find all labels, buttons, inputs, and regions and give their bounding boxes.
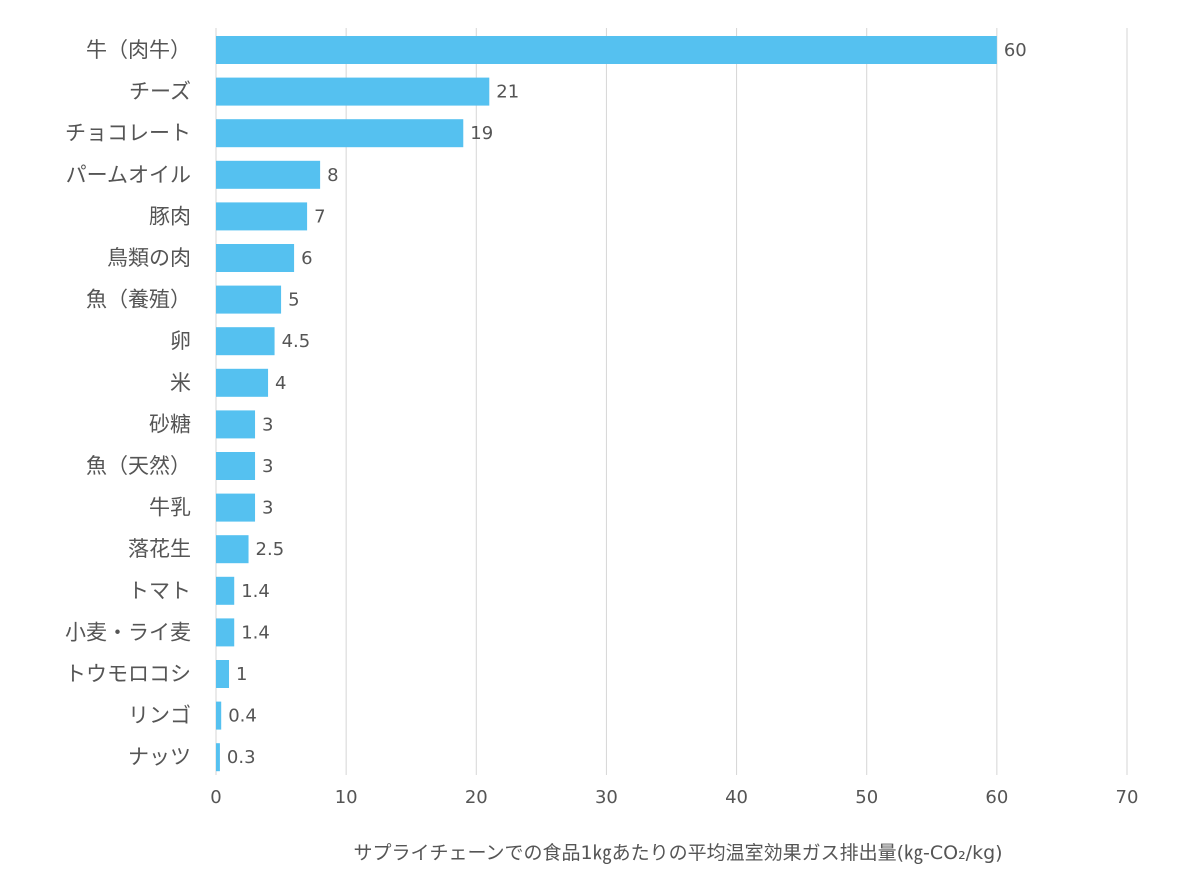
category-label: 鳥類の肉 [107,246,191,270]
x-tick-label: 50 [855,787,878,808]
bar [216,410,256,439]
category-label: 小麦・ライ麦 [65,620,191,644]
value-label: 3 [262,456,273,477]
x-tick-label: 30 [595,787,618,808]
bar [216,493,256,522]
category-label: チョコレート [65,121,191,145]
bar [216,160,321,189]
category-label: トマト [128,579,191,603]
category-label: 卵 [170,329,191,353]
x-tick-label: 70 [1116,787,1139,808]
bar [216,77,490,106]
value-label: 4.5 [282,331,311,352]
value-label: 4 [275,373,286,394]
value-label: 0.3 [227,747,256,768]
bar [216,576,235,605]
category-label: 米 [170,371,191,395]
bar [216,36,997,64]
category-label: ナッツ [128,745,191,769]
value-label: 1.4 [241,581,270,602]
x-tick-label: 20 [465,787,488,808]
bar [216,119,464,148]
category-label: 牛乳 [149,496,191,520]
value-label: 3 [262,414,273,435]
bar [216,327,275,356]
value-label: 8 [327,165,338,186]
value-label: 1.4 [241,622,270,643]
x-tick-label: 0 [210,787,221,808]
value-label: 7 [314,206,325,227]
bar [216,202,308,231]
value-label: 0.4 [228,706,257,727]
x-axis-ticks: 0 10 20 30 40 50 60 70 [210,787,1138,808]
category-label: チーズ [129,80,191,104]
category-label: 豚肉 [149,204,191,228]
bar [216,452,256,480]
x-tick-label: 60 [985,787,1008,808]
value-label: 6 [301,248,312,269]
value-label: 60 [1004,40,1027,61]
x-tick-label: 40 [725,787,748,808]
category-label: 魚（天然） [86,454,191,478]
bar [216,743,220,772]
x-axis-label: サプライチェーンでの食品1㎏あたりの平均温室効果ガス排出量(㎏-CO₂/kg) [353,842,1002,864]
value-label: 19 [470,123,493,144]
category-label: 魚（養殖） [86,288,191,312]
category-label: 砂糖 [149,412,191,436]
category-label: パームオイル [66,163,191,187]
value-label: 1 [236,664,247,685]
bars [216,36,997,772]
value-label: 5 [288,290,299,311]
bar [216,660,230,688]
value-label: 21 [496,82,519,103]
bar [216,618,235,647]
bar [216,535,249,564]
bar [216,285,282,314]
value-label: 2.5 [256,539,285,560]
bar [216,368,269,397]
value-label: 3 [262,498,273,519]
category-label: リンゴ [128,704,191,728]
category-label: 落花生 [128,537,191,561]
category-label: トウモロコシ [65,662,191,686]
bar [216,244,295,272]
grid-lines [215,28,1128,775]
bar [216,701,222,730]
x-tick-label: 10 [335,787,358,808]
category-label: 牛（肉牛） [86,38,191,62]
